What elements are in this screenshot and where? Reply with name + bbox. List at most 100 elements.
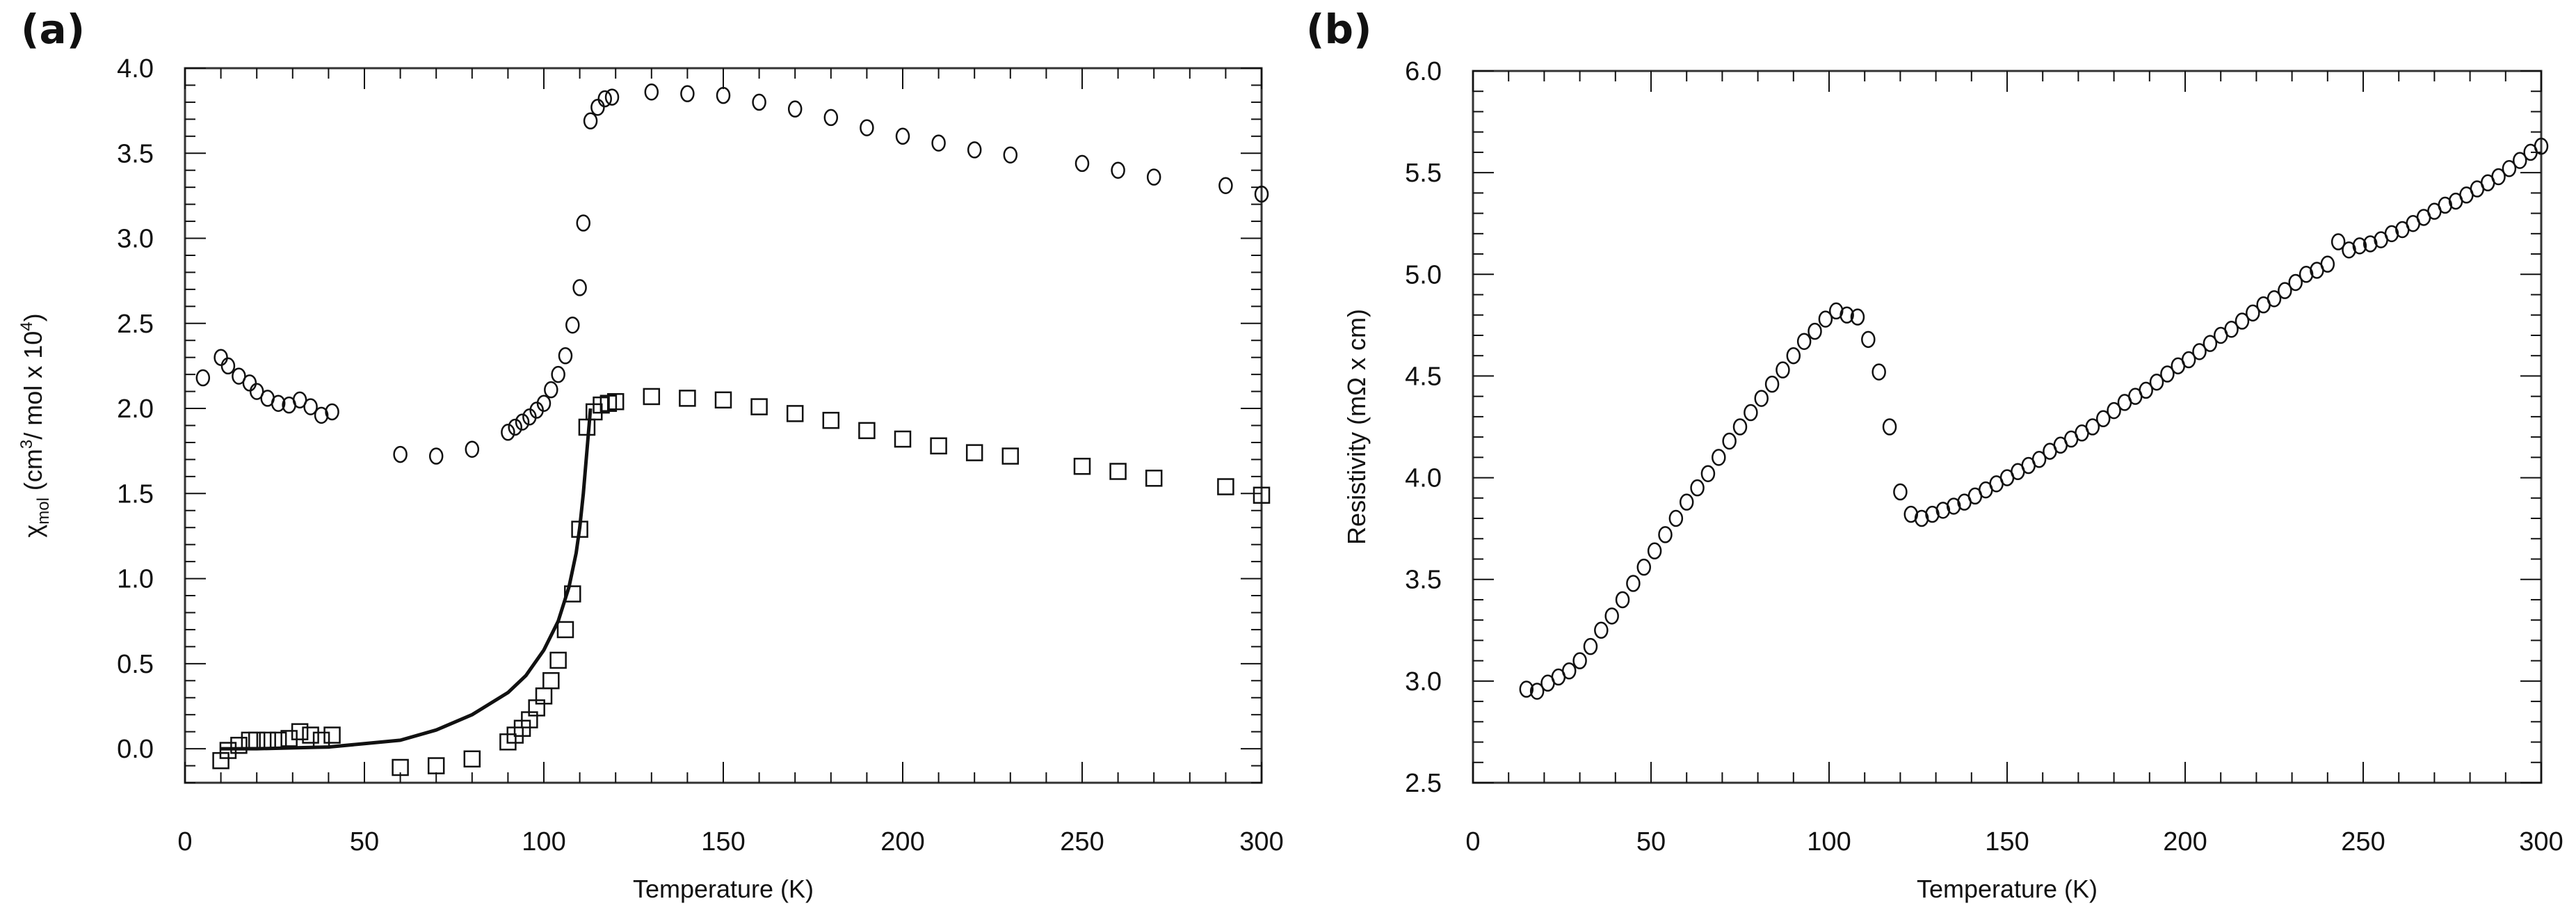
data-point-circle [895,127,910,145]
y-tick-label: 5.5 [1405,159,1442,188]
data-point-square [323,726,341,744]
data-point-circle [2246,304,2260,322]
data-point-square [894,430,912,448]
data-point-circle [2491,168,2506,186]
y-tick-label: 2.5 [117,310,154,339]
data-point-square [392,758,409,776]
data-point-circle [551,365,565,383]
data-point-square [542,672,560,690]
data-point-circle [1796,333,1812,350]
data-point-circle [1519,680,1534,698]
data-point-square [606,393,625,411]
x-tick-label: 300 [2519,827,2563,857]
data-point-circle [271,395,286,412]
data-point-circle [2203,335,2218,352]
panel-a-label: (a) [21,6,86,53]
data-point-circle [1871,363,1886,381]
data-point-circle [2502,160,2517,177]
data-point-circle [2320,255,2335,273]
data-point-circle [565,316,580,334]
data-point-circle [2085,418,2100,436]
data-point-circle [1003,146,1018,164]
data-point-circle [590,98,605,116]
x-tick-label: 250 [1060,827,1104,857]
data-point-circle [1111,161,1125,179]
series-fit [220,408,593,751]
data-point-circle [2288,273,2303,292]
data-point-circle [752,93,766,111]
data-point-circle [604,88,620,106]
data-point-circle [242,374,257,392]
data-point-circle [644,83,659,101]
x-tick-label: 50 [1636,827,1666,857]
data-point-circle [1254,185,1269,203]
data-point-circle [1668,509,1684,527]
y-tick-label: 3.5 [117,139,154,168]
data-point-circle [314,406,329,424]
data-point-circle [2352,237,2367,255]
x-tick-label: 50 [350,827,379,857]
data-point-circle [1074,154,1090,173]
data-point-circle [1776,361,1790,379]
data-point-square [259,731,276,749]
data-point-circle [1561,662,1577,680]
data-point-circle [1861,330,1876,349]
data-point-square [750,398,768,415]
data-point-circle [576,214,591,232]
data-point-circle [1529,683,1545,700]
data-point-circle [536,395,552,412]
data-point-circle [303,398,318,415]
plot-frame [1472,70,2543,784]
data-point-circle [2235,312,2250,330]
x-tick-label: 0 [177,827,192,857]
data-point-circle [1850,308,1865,326]
data-point-circle [249,383,264,400]
data-point-circle [292,391,307,409]
y-tick-label: 4.0 [117,54,154,83]
data-point-circle [1572,652,1587,669]
data-point-circle [544,381,558,399]
data-point-square [786,405,804,422]
data-point-circle [2331,233,2346,250]
x-axis-title: Temperature (K) [1917,875,2098,903]
data-point-circle [1146,168,1161,186]
fit-curve [220,408,593,751]
data-point-circle [558,346,573,365]
data-point-square [556,621,574,639]
data-point-square [643,388,661,406]
panel-b-label: (b) [1306,6,1372,53]
x-tick-label: 150 [1985,827,2029,857]
data-point-circle [465,440,480,458]
data-point-circle [2513,152,2527,169]
data-point-circle [1818,310,1833,328]
y-tick-label: 1.0 [117,565,154,594]
x-tick-label: 100 [522,827,565,857]
series-squares [212,388,1271,776]
data-point-square [291,723,309,740]
data-point-circle [2107,401,2121,420]
data-point-circle [860,119,874,136]
data-point-circle [583,112,598,130]
data-point-circle [232,367,246,385]
plot-frame [184,67,1263,784]
data-point-circle [2192,343,2207,360]
data-point-circle [2095,410,2111,428]
chart-panel-b: 0 50 100 150 200 250 300 2.5 3.0 3.5 4.0 4.5 5.0 5.5 6… [1342,57,2563,903]
data-point-circle [508,418,522,436]
data-point-circle [1626,575,1641,592]
data-point-circle [1604,607,1619,625]
data-point-circle [1744,404,1758,422]
data-point-circle [2031,451,2047,468]
y-axis-title: Resistivity (mΩ x cm) [1342,309,1371,545]
data-point-circle [716,86,731,104]
data-point-circle [931,134,946,152]
data-point-circle [393,445,408,463]
data-point-circle [1583,637,1598,655]
x-tick-label: 200 [2163,827,2207,857]
x-tick-label: 300 [1239,827,1283,857]
data-point-square [230,736,248,754]
data-point-circle [680,85,695,102]
data-point-circle [2278,282,2292,299]
y-tick-label: 0.5 [117,650,154,679]
data-point-circle [325,403,339,421]
